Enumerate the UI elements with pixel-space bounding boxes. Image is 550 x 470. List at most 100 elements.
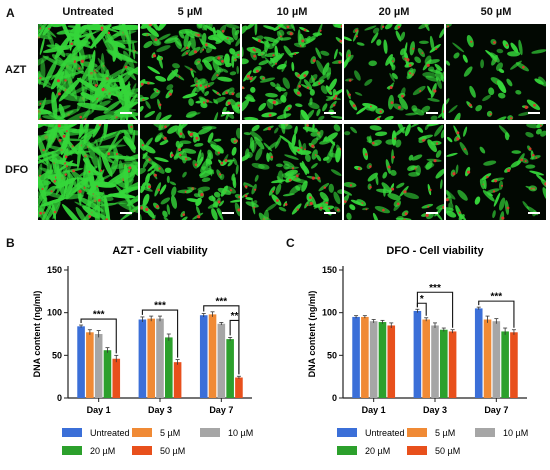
bar [226,339,234,398]
azt-viability-chart: AZT - Cell viability DNA content (ng/ml) 0… [32,245,253,456]
scale-bar [120,212,132,214]
bar [138,319,147,398]
column-header: 5 µM [177,6,203,18]
micrograph-image [446,124,546,220]
bar [369,321,378,398]
micrograph-image [38,24,138,120]
scale-bar [528,212,540,214]
micrograph-image [140,124,240,220]
bar [156,318,164,398]
legend-swatch [132,428,152,437]
panel-c-letter: C [286,236,295,250]
significance-label: *** [490,292,502,303]
y-tick-label: 50 [327,350,337,360]
legend-label: 5 µM [435,428,455,438]
significance-bracket [478,300,515,328]
micrograph-image [446,24,546,120]
bar [510,332,518,398]
chart-title: AZT - Cell viability [112,245,208,257]
micrograph-image [38,124,138,220]
bar [413,310,422,398]
significance-label: ** [231,311,239,322]
legend-label: 20 µM [365,446,390,456]
row-label: DFO [5,164,29,176]
bar [77,326,85,398]
x-tick-label: Day 1 [87,405,111,415]
bar [352,316,360,398]
micrograph-image [140,24,240,120]
legend-swatch [475,428,495,437]
scale-bar [222,212,234,214]
x-tick-label: Day 7 [209,405,233,415]
bar [361,316,369,398]
bar [483,319,492,398]
column-header: 20 µM [378,6,410,18]
bar [112,358,121,398]
scale-bar [324,112,336,114]
y-axis-label: DNA content (ng/ml) [307,291,317,378]
chart-title: DFO - Cell viability [386,245,484,257]
bar [208,314,217,398]
bar [217,323,226,398]
y-tick-label: 0 [57,393,62,403]
bar [86,332,94,398]
legend-swatch [407,446,427,455]
panel-b-letter: B [6,236,15,250]
column-header: 10 µM [276,6,308,18]
legend-swatch [132,446,152,455]
legend-swatch [200,428,220,437]
legend-label: 10 µM [228,428,253,438]
micrograph-image [242,24,342,120]
bar [199,315,208,398]
legend-swatch [62,428,82,437]
legend-label: Untreated [90,428,130,438]
y-tick-label: 50 [52,350,62,360]
x-tick-label: Day 7 [484,405,508,415]
bar [378,322,387,398]
significance-label: *** [215,296,227,307]
bar [235,377,243,398]
y-axis-label: DNA content (ng/ml) [32,291,42,378]
legend-swatch [337,428,357,437]
bar [94,334,103,398]
micrograph-image [344,124,444,220]
y-tick-label: 100 [322,308,337,318]
scale-bar [222,112,234,114]
significance-label: *** [93,310,105,321]
y-tick-label: 0 [332,393,337,403]
bar [422,319,430,398]
significance-bracket [416,291,454,328]
x-tick-label: Day 3 [423,405,447,415]
significance-label: *** [154,301,166,312]
legend-swatch [62,446,82,455]
panel-a-letter: A [6,6,15,20]
bar [431,325,439,398]
legend-label: Untreated [365,428,405,438]
bar [448,331,457,398]
scale-bar [426,112,438,114]
bar [103,350,112,398]
bar [173,362,182,398]
significance-label: *** [429,283,441,294]
dfo-viability-chart: DFO - Cell viability DNA content (ng/ml) 0… [307,245,528,456]
legend-label: 50 µM [435,446,460,456]
scale-bar [528,112,540,114]
bar [501,331,509,398]
row-label: AZT [5,64,27,76]
scale-bar [426,212,438,214]
significance-bracket [229,319,240,375]
y-tick-label: 150 [322,265,337,275]
legend-label: 5 µM [160,428,180,438]
bar [387,325,396,398]
bar [165,337,173,398]
bar [440,329,448,398]
significance-bracket [141,309,179,358]
significance-label: * [420,294,424,305]
bar [147,318,155,398]
scale-bar [324,212,336,214]
legend-label: 10 µM [503,428,528,438]
column-header: 50 µM [480,6,512,18]
x-tick-label: Day 1 [362,405,386,415]
scale-bar [120,112,132,114]
bar [492,321,501,398]
